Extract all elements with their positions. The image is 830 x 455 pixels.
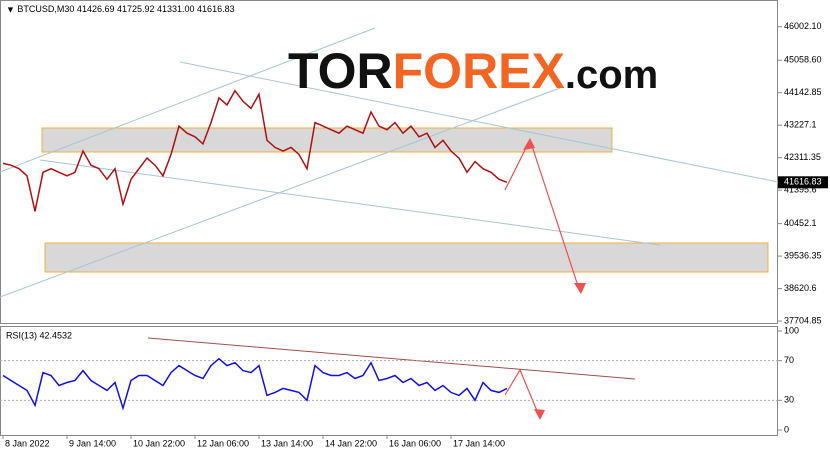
rsi-forecast-arrow <box>504 368 541 419</box>
x-tick-label: 14 Jan 22:00 <box>325 438 377 448</box>
logo-part: .com <box>565 53 658 97</box>
series-line <box>2 357 508 411</box>
y-tick-label: 30 <box>784 395 794 405</box>
arrow-head <box>523 138 535 150</box>
y-tick-label: 39536.35 <box>784 250 822 260</box>
series-line <box>2 89 508 212</box>
y-tick-label: 43227.1 <box>784 120 817 130</box>
x-tick-label: 16 Jan 06:00 <box>389 438 441 448</box>
x-tick-label: 8 Jan 2022 <box>5 438 50 448</box>
title-text: BTCUSD,M30 41426.69 41725.92 41331.00 41… <box>17 4 234 14</box>
y-tick-label: 38620.6 <box>784 283 817 293</box>
support-zone <box>44 242 769 273</box>
y-tick-label: 44142.85 <box>784 87 822 97</box>
x-tick-label: 17 Jan 14:00 <box>453 438 505 448</box>
y-tick-label: 40452.1 <box>784 218 817 228</box>
arrow-head <box>574 283 586 294</box>
chart-title: ▼ BTCUSD,M30 41426.69 41725.92 41331.00 … <box>6 4 235 14</box>
y-tick-label: 0 <box>784 424 789 434</box>
resistance-zone <box>41 127 613 153</box>
y-tick-label: 42311.35 <box>784 152 821 162</box>
rsi-title: RSI(13) 42.4532 <box>6 330 72 340</box>
x-tick-label: 12 Jan 06:00 <box>197 438 249 448</box>
logo-part: FOREX <box>393 43 565 99</box>
logo: TORFOREX.com <box>288 43 658 99</box>
trend-line <box>0 27 376 173</box>
x-tick-label: 9 Jan 14:00 <box>69 438 116 448</box>
y-tick-label: 41395.6 <box>784 185 817 195</box>
annotations <box>0 27 779 420</box>
arrow-head <box>534 409 545 420</box>
rsi-panel <box>0 326 778 436</box>
x-tick-label: 10 Jan 22:00 <box>133 438 185 448</box>
logo-part: TOR <box>288 43 393 99</box>
rsi-trend-line <box>147 337 636 380</box>
y-tick-label: 46002.10 <box>784 21 822 31</box>
last-price-label: 41616.83 <box>784 177 822 187</box>
last-price-box <box>778 176 828 189</box>
y-tick-label: 70 <box>784 355 794 365</box>
y-tick-label: 100 <box>784 325 799 335</box>
y-tick-label: 37704.85 <box>784 315 822 325</box>
trend-line <box>179 61 779 183</box>
y-tick-label: 45058.60 <box>784 55 822 65</box>
trend-line <box>39 159 661 246</box>
x-tick-label: 13 Jan 14:00 <box>261 438 313 448</box>
